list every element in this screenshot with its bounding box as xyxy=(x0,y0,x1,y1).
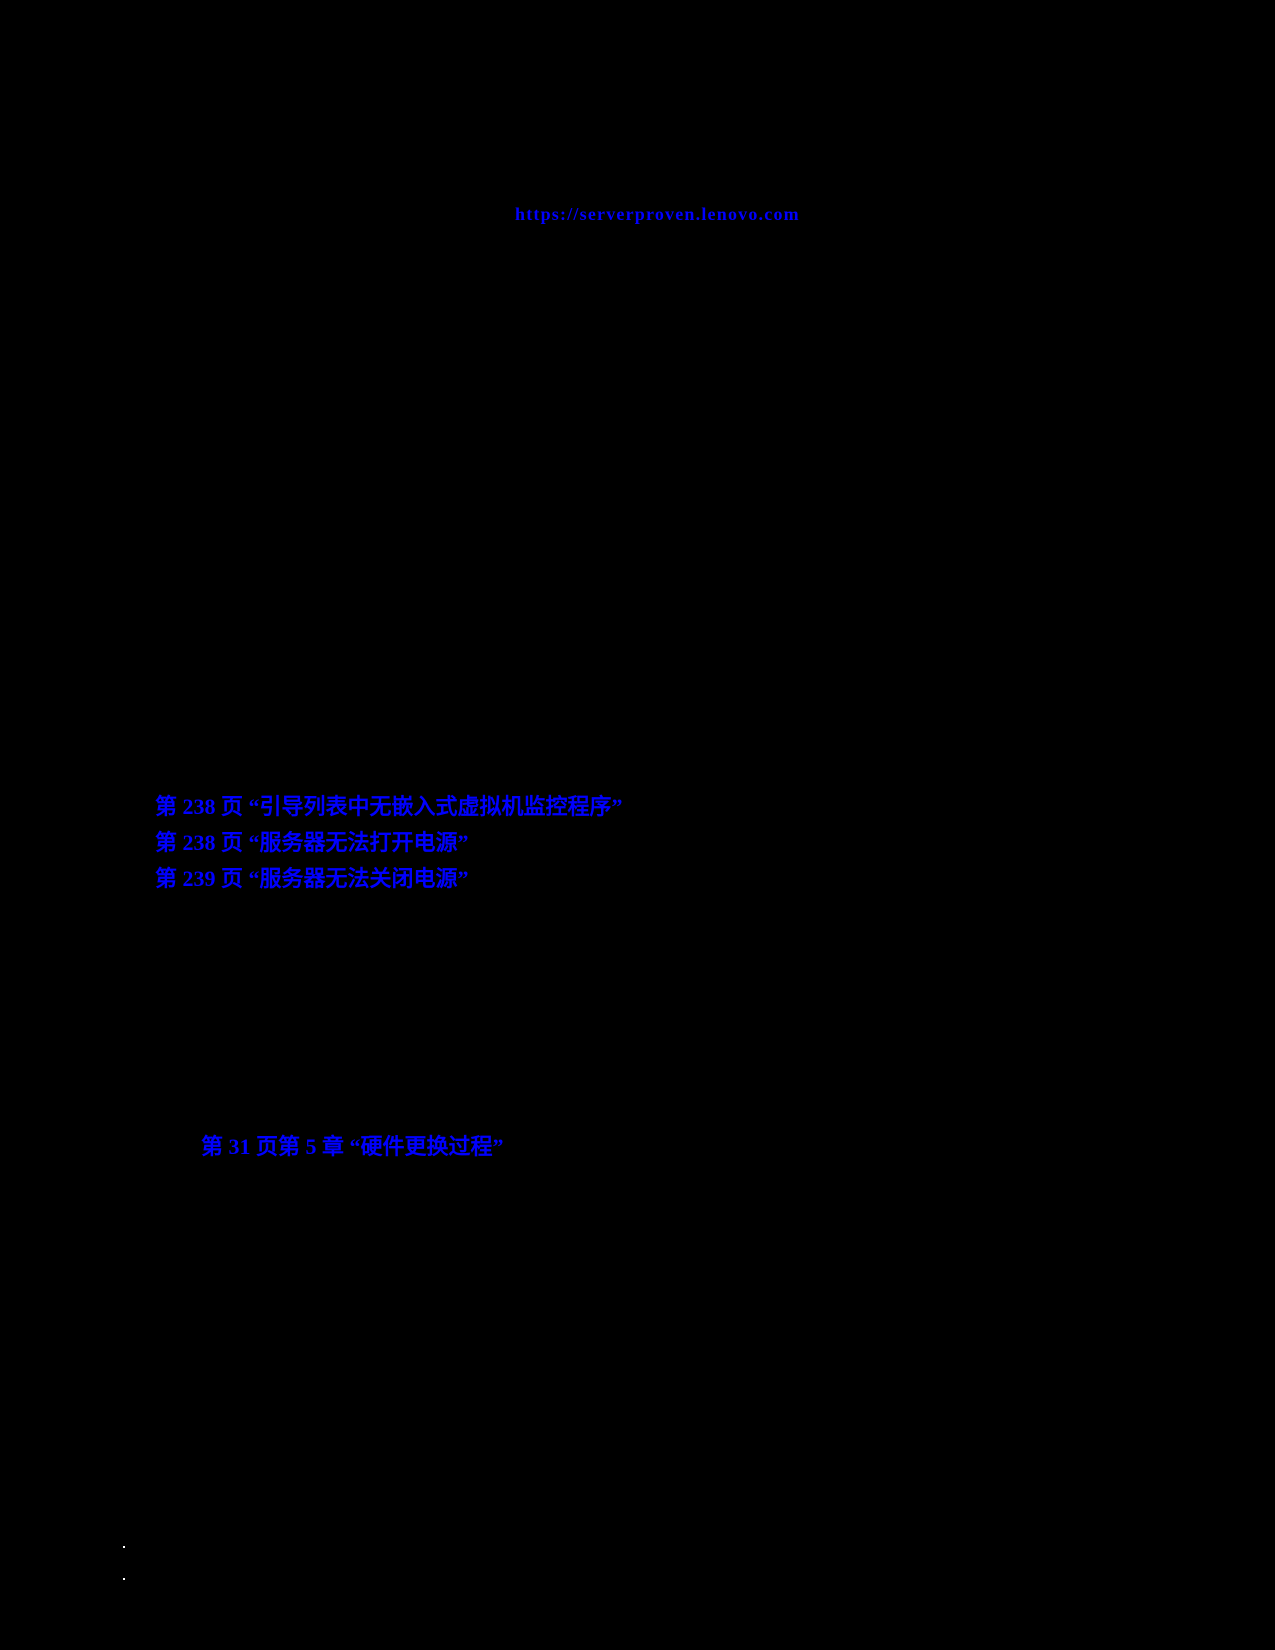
serverproven-url-link[interactable]: https://serverproven.lenovo.com xyxy=(515,204,800,224)
stray-period-artifact xyxy=(123,1546,125,1548)
link-page-239-server-wont-power-off[interactable]: 第 239 页 “服务器无法关闭电源” xyxy=(155,866,469,891)
link-page-31-chapter-5-hardware-replacement[interactable]: 第 31 页第 5 章 “硬件更换过程” xyxy=(201,1134,504,1159)
link-page-238-no-embedded-hypervisor[interactable]: 第 238 页 “引导列表中无嵌入式虚拟机监控程序” xyxy=(155,794,623,819)
link-page-238-server-wont-power-on[interactable]: 第 238 页 “服务器无法打开电源” xyxy=(155,830,469,855)
stray-period-artifact xyxy=(123,1578,125,1580)
